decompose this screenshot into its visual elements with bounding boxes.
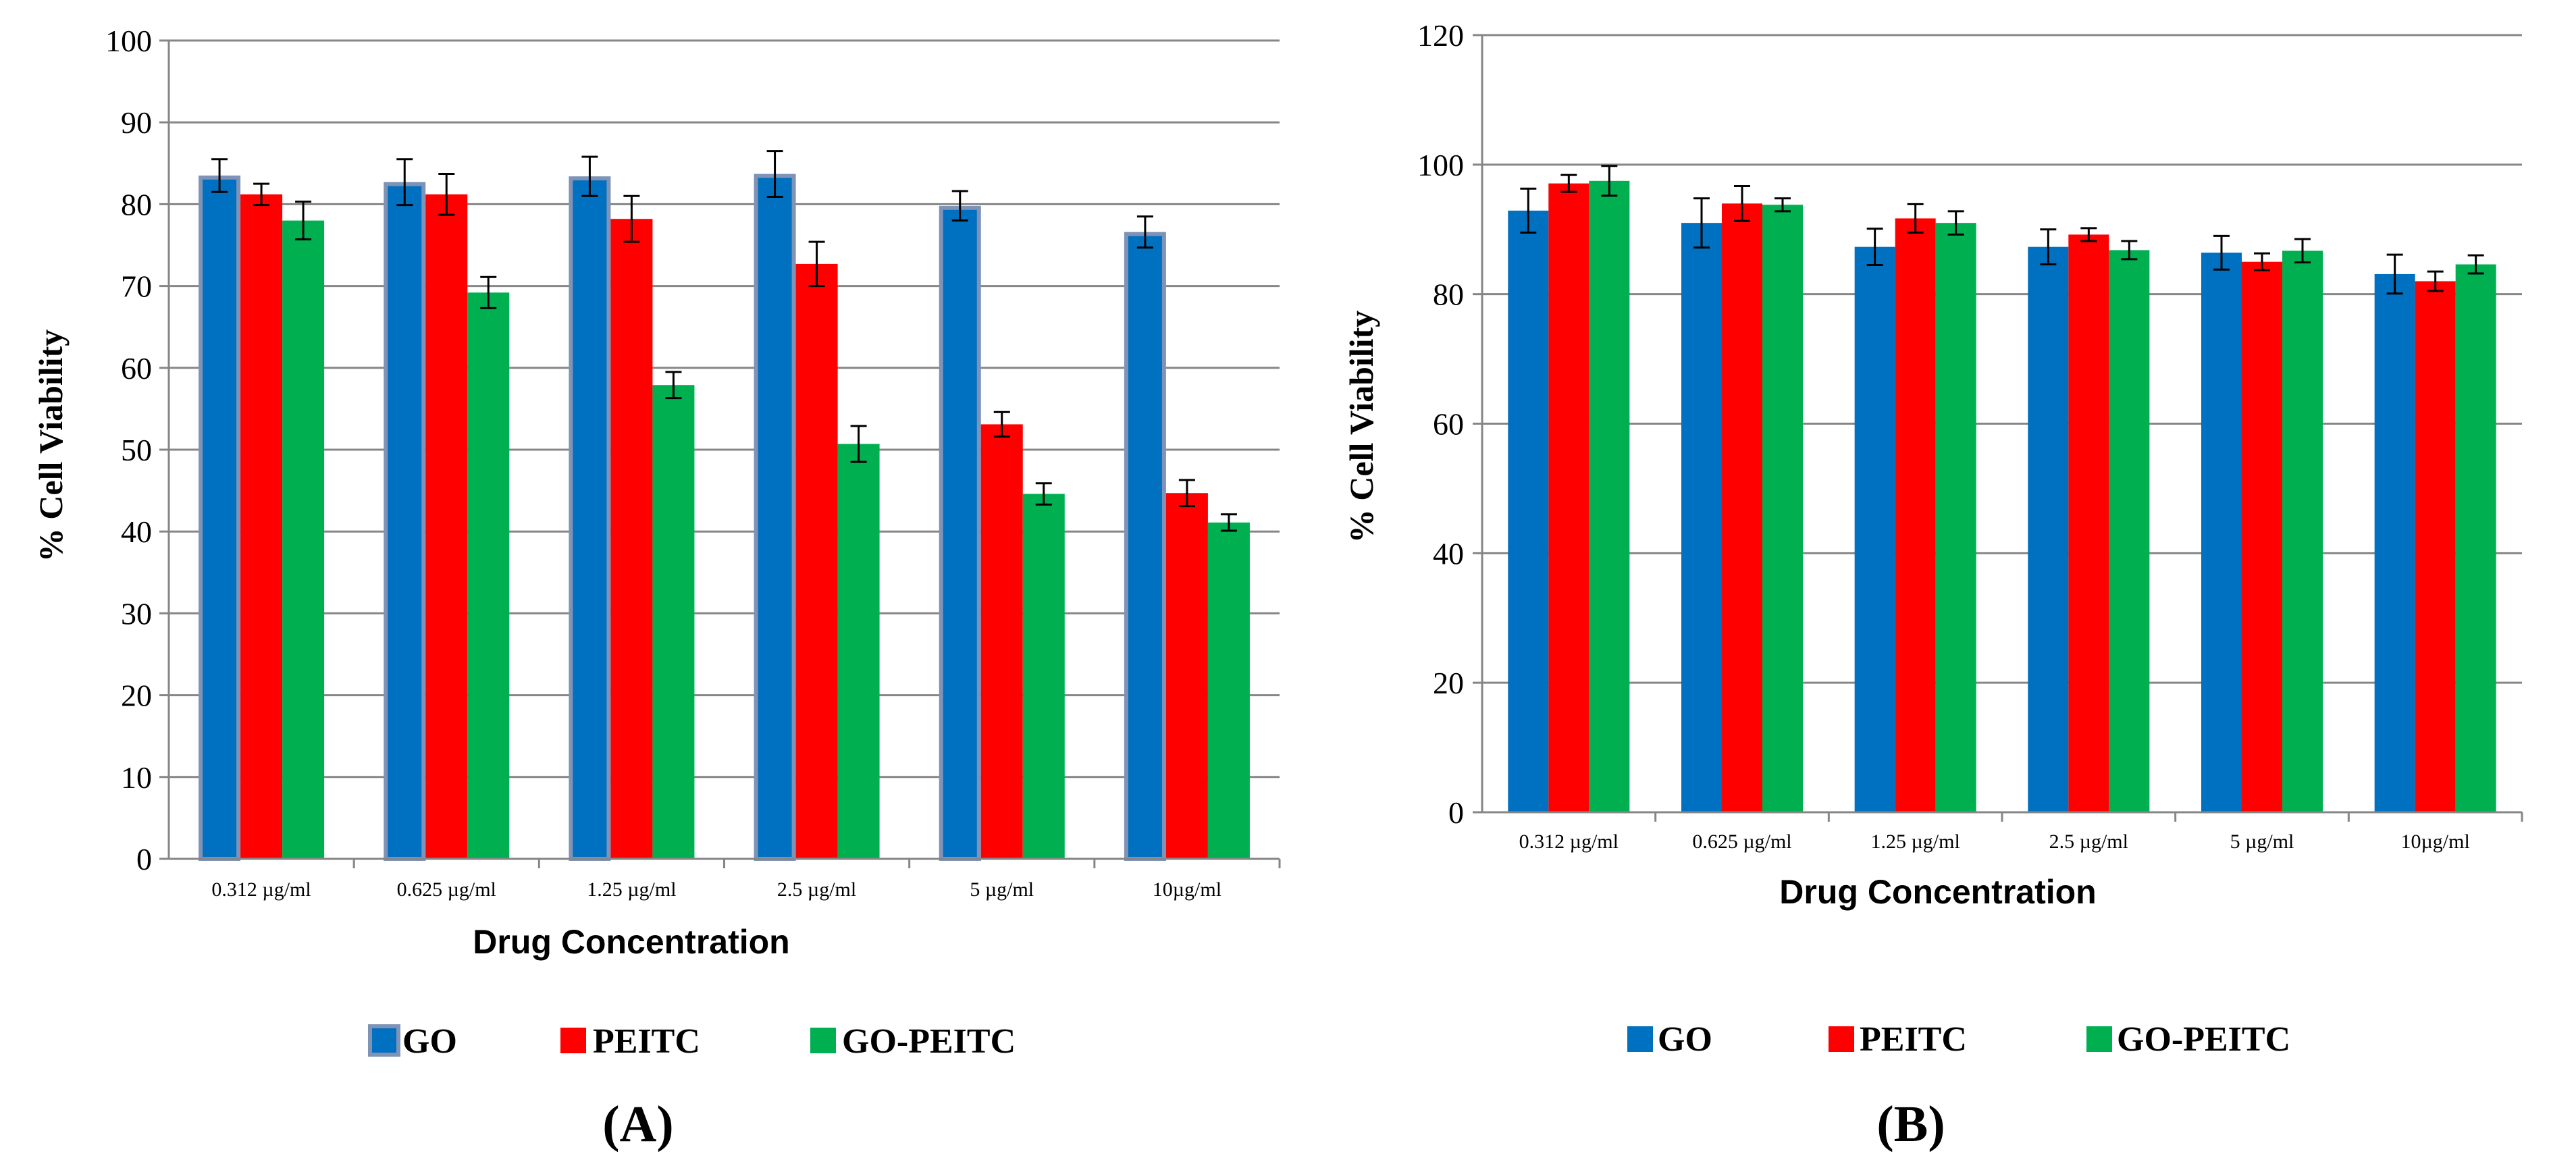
bar-go (1681, 223, 1722, 812)
panel-b-gridlines (1473, 34, 2523, 822)
panel-b-error-bars (1520, 165, 2484, 295)
legend-b-gopeitc-label: GO-PEITC (2117, 1020, 2290, 1059)
legend-a-peitc-swatch (560, 1028, 586, 1053)
bar-go-peitc (467, 292, 510, 859)
x-tick-label: 0.625 µg/ml (397, 878, 496, 901)
bar-go (2374, 273, 2415, 812)
y-tick-label: 70 (121, 269, 152, 304)
bar-peitc (1165, 493, 1208, 859)
bar-peitc (980, 424, 1023, 859)
bar-peitc (2415, 281, 2456, 812)
legend-a-go-swatch (368, 1024, 400, 1057)
y-tick-label: 20 (1433, 666, 1464, 700)
panel-a-error-bars (211, 150, 1237, 532)
legend-b-peitc-swatch (1829, 1026, 1854, 1052)
panel-a-gridlines (159, 39, 1281, 868)
panel-a-y-axis-title: % Cell Viability (32, 329, 70, 562)
bar-go-peitc (1022, 494, 1065, 859)
y-tick-label: 80 (1433, 278, 1464, 312)
x-tick-label: 0.625 µg/ml (1692, 830, 1791, 853)
y-tick-label: 0 (1448, 795, 1464, 830)
y-tick-label: 0 (136, 842, 152, 876)
bar-go-peitc (1589, 180, 1630, 812)
bar-peitc (1895, 218, 1936, 812)
y-tick-label: 40 (1433, 536, 1464, 571)
legend-a-go-label: GO (402, 1022, 457, 1061)
panel-a-legend: GO PEITC GO-PEITC (368, 1022, 1016, 1061)
bar-go (754, 174, 796, 861)
legend-b-go-label: GO (1658, 1020, 1712, 1059)
y-tick-label: 40 (121, 514, 152, 549)
y-tick-label: 90 (121, 105, 152, 140)
y-tick-label: 60 (1433, 407, 1464, 442)
x-tick-label: 5 µg/ml (970, 878, 1034, 901)
x-tick-label: 10µg/ml (2401, 830, 2470, 853)
panel-a-label: (A) (602, 1096, 674, 1153)
panel-a: 0 10 20 30 40 50 60 70 80 90 100 0.312 µg/ml 0.625 … (32, 24, 1281, 1153)
y-tick-label: 50 (121, 433, 152, 467)
panel-b-bars (1508, 180, 2496, 813)
bar-go-peitc (1207, 522, 1250, 859)
bar-go-peitc (1935, 223, 1976, 812)
bar-go (569, 176, 611, 861)
bar-go (939, 205, 981, 862)
legend-b-go-swatch (1627, 1026, 1653, 1052)
legend-a-peitc-label: PEITC (593, 1022, 700, 1061)
panel-a-y-tick-labels: 0 10 20 30 40 50 60 70 80 90 100 (105, 24, 152, 876)
y-tick-label: 80 (121, 187, 152, 221)
y-tick-label: 100 (1417, 148, 1464, 182)
bar-go-peitc (282, 220, 325, 859)
panel-b-label: (B) (1876, 1096, 1945, 1153)
panel-a-x-tick-labels: 0.312 µg/ml 0.625 µg/ml 1.25 µg/ml 2.5 µg/m… (211, 878, 1221, 901)
bar-go (2201, 253, 2242, 812)
legend-a-gopeitc-label: GO-PEITC (842, 1022, 1016, 1061)
bar-go (384, 182, 426, 861)
legend-b-peitc-label: PEITC (1860, 1020, 1967, 1059)
x-tick-label: 5 µg/ml (2230, 830, 2294, 853)
x-tick-label: 0.312 µg/ml (211, 878, 311, 901)
x-tick-label: 1.25 µg/ml (587, 878, 676, 901)
bar-go (1508, 210, 1549, 812)
panel-b-x-axis-title: Drug Concentration (1779, 873, 2096, 911)
bar-go-peitc (1762, 205, 1803, 813)
bar-go-peitc (2455, 264, 2496, 812)
bar-peitc (795, 263, 838, 860)
x-tick-label: 10µg/ml (1153, 878, 1221, 901)
bar-go (1124, 232, 1166, 862)
bar-peitc (610, 219, 653, 859)
panel-a-bars (199, 174, 1250, 862)
legend-a-gopeitc-swatch (810, 1028, 836, 1053)
bar-peitc (2068, 234, 2109, 812)
bar-peitc (425, 194, 468, 860)
panel-a-x-axis-title: Drug Concentration (473, 923, 789, 961)
panel-b-y-tick-labels: 0 20 40 60 80 100 120 (1417, 18, 1464, 830)
bar-peitc (1722, 203, 1762, 813)
panel-b-y-axis-title: % Cell Viability (1342, 311, 1380, 543)
y-tick-label: 10 (121, 760, 152, 795)
x-tick-label: 0.312 µg/ml (1519, 830, 1619, 853)
y-tick-label: 60 (121, 351, 152, 386)
panel-b: 0 20 40 60 80 100 120 0.312 µg/ml 0.625 µg/ml 1.… (1342, 18, 2523, 1153)
x-tick-label: 1.25 µg/ml (1871, 830, 1960, 853)
y-tick-label: 20 (121, 679, 152, 713)
y-tick-label: 30 (121, 596, 152, 631)
bar-go (1854, 246, 1895, 813)
bar-go (199, 175, 241, 862)
bar-peitc (2242, 261, 2282, 812)
bar-go-peitc (837, 444, 880, 859)
bar-peitc (1548, 183, 1589, 812)
y-tick-label: 120 (1417, 18, 1464, 53)
bar-go-peitc (652, 385, 695, 859)
panel-b-x-tick-labels: 0.312 µg/ml 0.625 µg/ml 1.25 µg/ml 2.5 µg/m… (1519, 830, 2470, 853)
bar-go (2028, 246, 2069, 813)
x-tick-label: 2.5 µg/ml (777, 878, 856, 901)
y-tick-label: 100 (105, 24, 152, 58)
bar-go-peitc (2282, 250, 2323, 813)
x-tick-label: 2.5 µg/ml (2049, 830, 2128, 853)
legend-b-gopeitc-swatch (2086, 1026, 2112, 1052)
bar-go-peitc (2109, 250, 2150, 812)
panel-b-legend: GO PEITC GO-PEITC (1627, 1020, 2290, 1059)
bar-peitc (240, 194, 283, 860)
